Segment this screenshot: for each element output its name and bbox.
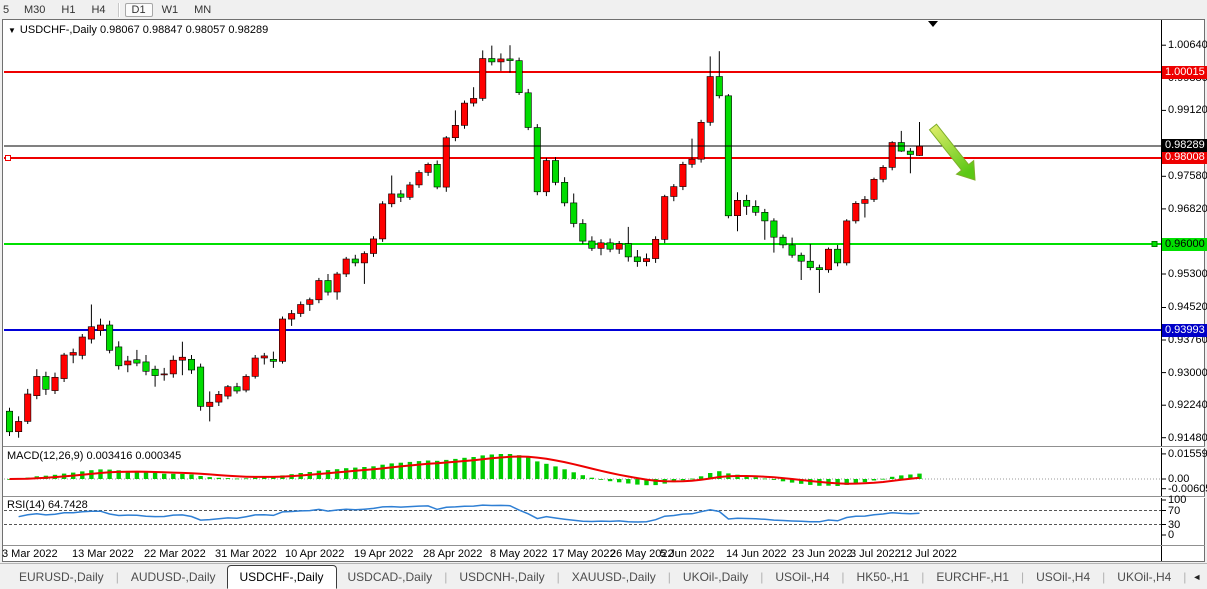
date-tick-label: 13 Mar 2022	[72, 548, 134, 560]
rsi-indicator-label: RSI(14) 64.7428	[7, 499, 88, 511]
tab-separator: |	[444, 569, 448, 584]
price-axis-separator	[1161, 20, 1162, 561]
price-tick-label: 0.91480	[1168, 432, 1207, 444]
rsi-axis-label: 30	[1168, 519, 1181, 531]
chart-header: ▼ USDCHF-,Daily 0.98067 0.98847 0.98057 0…	[8, 24, 268, 36]
tab-usoil-h4[interactable]: USOil-,H4	[1036, 569, 1091, 584]
date-tick-label: 14 Jun 2022	[726, 548, 787, 560]
tab-separator: |	[1021, 569, 1025, 584]
price-tick-label: 0.96820	[1168, 203, 1207, 215]
tab-scroll-left-icon[interactable]: ◄	[1192, 571, 1202, 582]
axis-ticks	[1161, 44, 1166, 536]
date-tick-label: 26 May 2022	[610, 548, 674, 560]
macd-panel-splitter-highlight	[3, 447, 1205, 448]
price-tick-label: 0.99120	[1168, 104, 1207, 116]
rsi-axis-label: 70	[1168, 505, 1181, 517]
price-tick-label: 0.92240	[1168, 399, 1207, 411]
toolbar-separator	[117, 2, 120, 17]
timeframe-button-MN[interactable]: MN	[194, 3, 212, 16]
price-tick-label: 0.94520	[1168, 301, 1207, 313]
tab-usoil-h4[interactable]: USOil-,H4	[775, 569, 830, 584]
timeframe-button-W1[interactable]: W1	[161, 3, 179, 16]
tab-usdcad-daily[interactable]: USDCAD-,Daily	[347, 569, 433, 584]
chart-shift-marker[interactable]	[928, 21, 938, 27]
timeframe-button-M30[interactable]: M30	[24, 3, 46, 16]
level-price-box: 0.98008	[1162, 151, 1207, 164]
tab-ukoil-h4[interactable]: UKOil-,H4	[1117, 569, 1172, 584]
macd-axis-label: -0.00605	[1168, 483, 1207, 495]
tab-xauusd-daily[interactable]: XAUUSD-,Daily	[571, 569, 656, 584]
level-price-box: 0.93993	[1162, 324, 1207, 337]
price-tick-label: 1.00640	[1168, 39, 1207, 51]
tab-separator: |	[1183, 569, 1187, 584]
price-tick-label: 0.93000	[1168, 367, 1207, 379]
tab-scroll-controls: |◄►	[1182, 570, 1207, 584]
tab-separator: |	[115, 569, 119, 584]
tab-separator: |	[760, 569, 764, 584]
macd-panel-splitter[interactable]	[3, 446, 1205, 447]
date-tick-label: 17 May 2022	[552, 548, 616, 560]
macd-axis-label: 0.00	[1168, 473, 1190, 485]
macd-indicator-label: MACD(12,26,9) 0.003416 0.000345	[7, 450, 182, 462]
date-axis-separator	[3, 545, 1205, 546]
rsi-axis-label: 0	[1168, 529, 1175, 541]
tab-separator: |	[667, 569, 671, 584]
tab-separator: |	[1102, 569, 1106, 584]
chart-header-text: USDCHF-,Daily 0.98067 0.98847 0.98057 0.…	[19, 24, 269, 36]
date-tick-label: 3 Mar 2022	[2, 548, 58, 560]
tab-hk50-h1[interactable]: HK50-,H1	[856, 569, 910, 584]
date-tick-label: 12 Jul 2022	[900, 548, 957, 560]
date-tick-label: 5 Jun 2022	[660, 548, 715, 560]
price-tick-label: 0.93760	[1168, 334, 1207, 346]
rsi-line	[18, 504, 920, 523]
tab-usdchf-daily[interactable]: USDCHF-,Daily	[226, 564, 337, 589]
down-arrow-annotation[interactable]	[928, 123, 976, 181]
date-tick-label: 31 Mar 2022	[215, 548, 277, 560]
collapse-triangle-icon[interactable]: ▼	[8, 26, 16, 35]
date-tick-label: 23 Jun 2022	[792, 548, 853, 560]
date-tick-label: 10 Apr 2022	[285, 548, 345, 560]
macd-axis-label: 0.015596	[1168, 448, 1207, 460]
timeframe-button-H1[interactable]: H1	[61, 3, 76, 16]
price-tick-label: 0.97580	[1168, 170, 1207, 182]
hline-anchor-handle[interactable]	[1151, 241, 1158, 247]
date-tick-label: 8 May 2022	[490, 548, 548, 560]
date-tick-label: 22 Mar 2022	[144, 548, 206, 560]
current-price-box: 0.98289	[1162, 139, 1207, 152]
tab-eurusd-daily[interactable]: EURUSD-,Daily	[19, 569, 104, 584]
tab-separator: |	[921, 569, 925, 584]
tab-ukoil-daily[interactable]: UKOil-,Daily	[682, 569, 749, 584]
tab-separator: |	[556, 569, 560, 584]
symbol-tab-bar: EURUSD-,Daily | AUDUSD-,Daily USDCHF-,Daily…	[0, 563, 1207, 589]
rsi-panel-splitter[interactable]	[3, 496, 1205, 497]
date-tick-label: 3 Jul 2022	[850, 548, 901, 560]
date-tick-label: 19 Apr 2022	[354, 548, 414, 560]
timeframe-button-5[interactable]: 5	[3, 3, 10, 16]
level-price-box: 1.00015	[1162, 66, 1207, 79]
rsi-axis-label: 100	[1168, 494, 1187, 506]
macd-signal-line	[9, 455, 920, 485]
timeframe-button-D1[interactable]: D1	[124, 2, 153, 17]
timeframe-toolbar: 5 M30 H1 H4 D1 W1 MN	[0, 0, 1207, 19]
hline-anchor-handle[interactable]	[5, 155, 11, 161]
price-tick-label: 0.95300	[1168, 268, 1207, 280]
tab-audusd-daily[interactable]: AUDUSD-,Daily	[130, 569, 216, 584]
date-tick-label: 28 Apr 2022	[423, 548, 483, 560]
candles	[6, 45, 923, 438]
tab-eurchf-h1[interactable]: EURCHF-,H1	[936, 569, 1010, 584]
tab-separator: |	[841, 569, 845, 584]
tab-usdcnh-daily[interactable]: USDCNH-,Daily	[459, 569, 545, 584]
rsi-panel-splitter-highlight	[3, 497, 1205, 498]
timeframe-button-H4[interactable]: H4	[91, 3, 106, 16]
level-price-box: 0.96000	[1162, 238, 1207, 251]
